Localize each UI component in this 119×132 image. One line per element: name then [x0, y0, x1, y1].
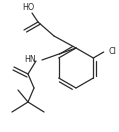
Text: Cl: Cl: [109, 46, 117, 55]
Text: HN: HN: [24, 55, 36, 65]
Text: HO: HO: [22, 4, 34, 13]
